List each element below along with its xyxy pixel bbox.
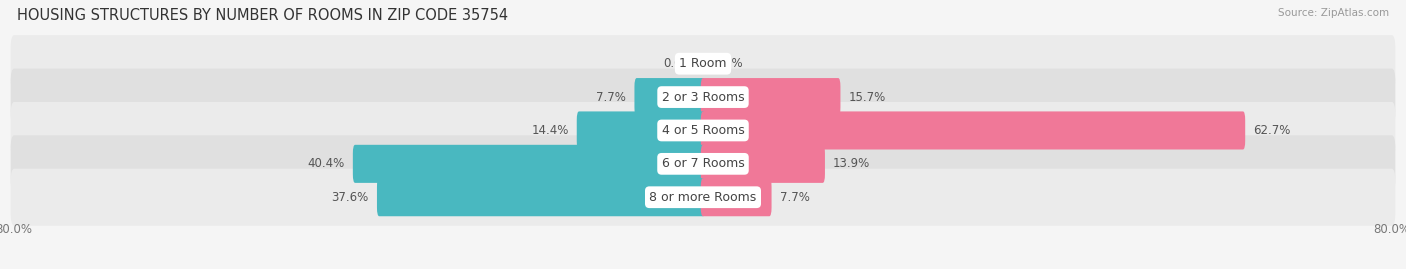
FancyBboxPatch shape [700,178,772,216]
FancyBboxPatch shape [11,69,1395,126]
FancyBboxPatch shape [11,102,1395,159]
Text: 4 or 5 Rooms: 4 or 5 Rooms [662,124,744,137]
FancyBboxPatch shape [11,35,1395,92]
Text: 1 Room: 1 Room [679,57,727,70]
FancyBboxPatch shape [700,145,825,183]
FancyBboxPatch shape [700,111,1246,150]
Text: 6 or 7 Rooms: 6 or 7 Rooms [662,157,744,170]
Text: 8 or more Rooms: 8 or more Rooms [650,191,756,204]
Text: 13.9%: 13.9% [832,157,870,170]
FancyBboxPatch shape [11,169,1395,226]
Text: 0.0%: 0.0% [713,57,742,70]
Text: 7.7%: 7.7% [596,91,626,104]
Text: 15.7%: 15.7% [849,91,886,104]
Text: 37.6%: 37.6% [332,191,368,204]
FancyBboxPatch shape [377,178,706,216]
Text: 7.7%: 7.7% [780,191,810,204]
Text: 40.4%: 40.4% [308,157,344,170]
Text: Source: ZipAtlas.com: Source: ZipAtlas.com [1278,8,1389,18]
FancyBboxPatch shape [11,135,1395,192]
FancyBboxPatch shape [700,78,841,116]
Text: 2 or 3 Rooms: 2 or 3 Rooms [662,91,744,104]
FancyBboxPatch shape [353,145,706,183]
Text: 0.0%: 0.0% [664,57,693,70]
FancyBboxPatch shape [576,111,706,150]
Text: 62.7%: 62.7% [1253,124,1291,137]
FancyBboxPatch shape [634,78,706,116]
Text: HOUSING STRUCTURES BY NUMBER OF ROOMS IN ZIP CODE 35754: HOUSING STRUCTURES BY NUMBER OF ROOMS IN… [17,8,508,23]
Text: 14.4%: 14.4% [531,124,568,137]
